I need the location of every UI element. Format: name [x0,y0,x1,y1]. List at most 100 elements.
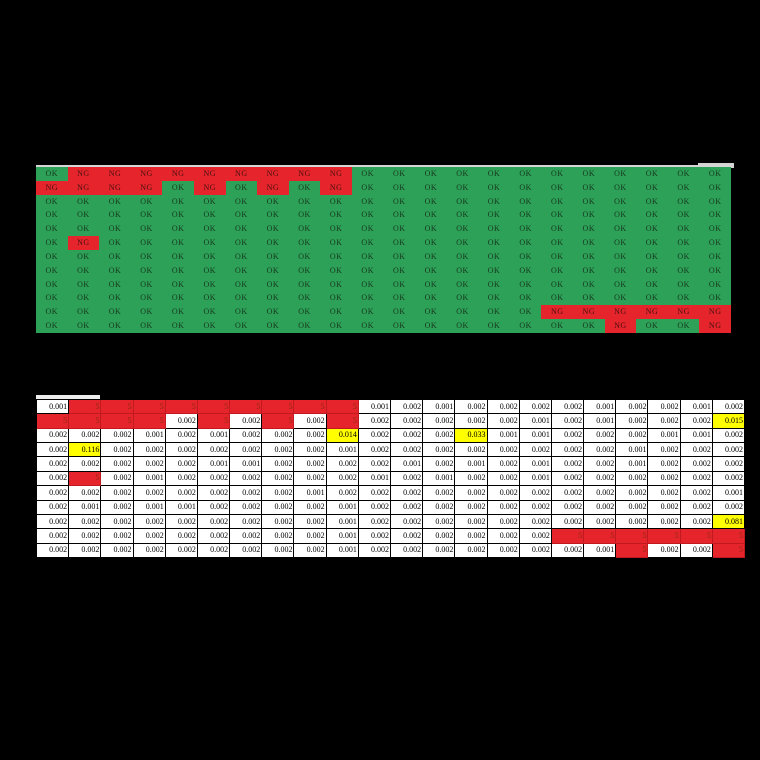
status-cell-r11c1[interactable]: OK [36,305,68,320]
value-cell-r10c12[interactable]: 0.002 [391,529,424,544]
value-cell-r5c10[interactable]: 0.002 [326,457,359,472]
value-cell-r10c21[interactable]: 5 [680,529,713,544]
status-cell-r9c19[interactable]: OK [604,277,637,292]
value-cell-r4c12[interactable]: 0.002 [391,443,424,458]
status-cell-r12c13[interactable]: OK [415,319,447,333]
status-cell-r3c20[interactable]: OK [636,194,668,209]
status-cell-r11c14[interactable]: OK [446,305,479,320]
value-cell-r4c21[interactable]: 0.002 [680,443,713,458]
status-cell-r1c3[interactable]: NG [99,167,131,181]
status-cell-r10c17[interactable]: OK [541,291,574,306]
value-cell-r2c19[interactable]: 0.002 [616,414,649,429]
value-cell-r6c19[interactable]: 0.002 [616,471,649,487]
value-cell-r2c14[interactable]: 0.002 [455,414,488,429]
value-cell-r9c21[interactable]: 0.002 [680,514,713,530]
status-cell-r7c5[interactable]: OK [162,249,194,264]
status-cell-r9c1[interactable]: OK [36,277,68,292]
value-cell-r4c16[interactable]: 0.002 [519,443,552,458]
value-cell-r5c19[interactable]: 0.001 [616,457,649,472]
value-cell-r5c2[interactable]: 0.002 [69,457,102,472]
status-cell-r8c3[interactable]: OK [99,263,131,278]
value-cell-r1c5[interactable]: 5 [165,400,198,415]
status-cell-r11c9[interactable]: OK [288,305,321,320]
value-cell-r11c2[interactable]: 0.002 [69,543,102,558]
value-cell-r2c15[interactable]: 0.002 [487,414,520,429]
status-cell-r10c3[interactable]: OK [99,291,131,306]
status-cell-r12c17[interactable]: OK [541,319,574,333]
status-cell-r12c12[interactable]: OK [383,319,416,333]
status-cell-r2c2[interactable]: NG [67,180,100,195]
status-cell-r12c8[interactable]: OK [257,319,289,333]
status-cell-r2c15[interactable]: OK [478,180,510,195]
status-cell-r9c12[interactable]: OK [383,277,416,292]
value-cell-r7c15[interactable]: 0.002 [487,486,520,501]
value-cell-r11c5[interactable]: 0.002 [165,543,198,558]
status-cell-r5c7[interactable]: OK [225,222,258,237]
status-cell-r3c4[interactable]: OK [130,194,163,209]
status-cell-r9c18[interactable]: OK [573,277,605,292]
status-cell-r10c7[interactable]: OK [225,291,258,306]
value-cell-r1c9[interactable]: 5 [294,400,327,415]
value-cell-r4c1[interactable]: 0.002 [37,443,70,458]
value-cell-r8c1[interactable]: 0.002 [37,500,70,515]
value-cell-r4c19[interactable]: 0.001 [616,443,649,458]
status-cell-r1c4[interactable]: NG [130,167,163,181]
value-cell-r3c1[interactable]: 0.002 [37,428,70,444]
status-cell-r5c12[interactable]: OK [383,222,416,237]
value-cell-r11c16[interactable]: 0.002 [519,543,552,558]
status-cell-r6c19[interactable]: OK [604,236,637,250]
status-cell-r11c2[interactable]: OK [67,305,100,320]
status-cell-r9c9[interactable]: OK [288,277,321,292]
status-cell-r8c5[interactable]: OK [162,263,194,278]
status-cell-r11c19[interactable]: NG [604,305,637,320]
value-cell-r4c8[interactable]: 0.002 [262,443,295,458]
value-cell-r7c6[interactable]: 0.002 [197,486,231,501]
status-cell-r6c9[interactable]: OK [288,236,321,250]
value-cell-r8c5[interactable]: 0.001 [165,500,198,515]
value-cell-r3c13[interactable]: 0.002 [423,428,456,444]
status-cell-r10c1[interactable]: OK [36,291,68,306]
status-cell-r12c10[interactable]: OK [320,319,352,333]
status-cell-r1c19[interactable]: OK [604,167,637,181]
status-cell-r10c2[interactable]: OK [67,291,100,306]
value-cell-r4c9[interactable]: 0.002 [294,443,327,458]
value-cell-r11c13[interactable]: 0.002 [423,543,456,558]
value-cell-r11c4[interactable]: 0.002 [133,543,166,558]
value-cell-r4c17[interactable]: 0.002 [551,443,585,458]
value-cell-r8c22[interactable]: 0.002 [712,500,745,515]
status-cell-r9c5[interactable]: OK [162,277,194,292]
status-cell-r5c15[interactable]: OK [478,222,510,237]
value-cell-r3c16[interactable]: 0.001 [519,428,552,444]
value-cell-r2c7[interactable]: 0.002 [230,414,263,429]
value-cell-r6c10[interactable]: 0.002 [326,471,359,487]
value-cell-r2c17[interactable]: 0.002 [551,414,585,429]
status-cell-r3c12[interactable]: OK [383,194,416,209]
status-cell-r6c14[interactable]: OK [446,236,479,250]
status-cell-r5c19[interactable]: OK [604,222,637,237]
status-cell-r3c11[interactable]: OK [351,194,384,209]
value-cell-r6c14[interactable]: 0.002 [455,471,488,487]
status-cell-r12c19[interactable]: NG [604,319,637,333]
value-cell-r8c6[interactable]: 0.002 [197,500,231,515]
status-cell-r9c2[interactable]: OK [67,277,100,292]
value-cell-r8c10[interactable]: 0.001 [326,500,359,515]
status-cell-r2c18[interactable]: OK [573,180,605,195]
value-cell-r3c9[interactable]: 0.002 [294,428,327,444]
status-cell-r7c1[interactable]: OK [36,249,68,264]
value-cell-r5c18[interactable]: 0.002 [584,457,617,472]
value-cell-r3c12[interactable]: 0.002 [391,428,424,444]
status-cell-r12c6[interactable]: OK [193,319,226,333]
status-cell-r6c18[interactable]: OK [573,236,605,250]
status-cell-r10c22[interactable]: OK [699,291,731,306]
value-cell-r6c16[interactable]: 0.001 [519,471,552,487]
status-cell-r4c21[interactable]: OK [667,208,700,223]
value-cell-r9c3[interactable]: 0.002 [101,514,134,530]
status-cell-r10c10[interactable]: OK [320,291,352,306]
value-cell-r10c17[interactable]: 5 [551,529,585,544]
status-cell-r10c21[interactable]: OK [667,291,700,306]
status-cell-r10c12[interactable]: OK [383,291,416,306]
value-cell-r8c17[interactable]: 0.002 [551,500,585,515]
status-cell-r11c4[interactable]: OK [130,305,163,320]
status-cell-r5c9[interactable]: OK [288,222,321,237]
status-cell-r1c20[interactable]: OK [636,167,668,181]
